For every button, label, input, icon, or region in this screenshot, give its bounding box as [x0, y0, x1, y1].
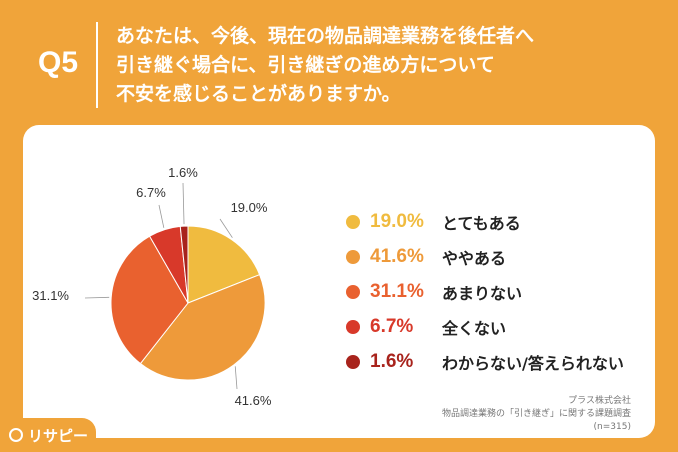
leader-line — [219, 218, 233, 238]
legend-item: 19.0% とてもある — [346, 204, 624, 239]
source-company: プラス株式会社 — [568, 396, 631, 406]
legend: 19.0% とてもある 41.6% ややある 31.1% あまりない 6.7% 全くない 1.6… — [346, 204, 624, 379]
pie-slice — [110, 235, 189, 365]
brand-logo: リサピー — [0, 418, 96, 452]
data-label: 6.7% — [136, 185, 166, 200]
legend-swatch — [346, 354, 360, 369]
question-line: あなたは、今後、現在の物品調達業務を後任者へ — [116, 25, 535, 47]
chart-card: 19.0% 41.6% 31.1% 6.7% 1.6% 19.0% とてもある 41.6% や… — [23, 125, 655, 438]
logo-icon — [9, 428, 23, 442]
pie-chart: 19.0% 41.6% 31.1% 6.7%1.6% — [32, 165, 272, 408]
leader-line — [234, 366, 238, 390]
leader-line — [84, 296, 110, 299]
divider — [96, 22, 98, 108]
legend-percent: 19.0% — [370, 210, 424, 232]
legend-label: とてもある — [442, 213, 521, 233]
leader-line — [158, 204, 165, 228]
legend-swatch — [346, 214, 360, 229]
legend-swatch — [346, 319, 360, 334]
logo-text: リサピー — [28, 427, 89, 445]
legend-label: ややある — [442, 248, 507, 268]
legend-label: わからない/答えられない — [442, 353, 624, 373]
leader-line — [182, 182, 185, 225]
legend-item: 1.6% わからない/答えられない — [346, 344, 624, 379]
question-text: あなたは、今後、現在の物品調達業務を後任者へ 引き継ぐ場合に、引き継ぎの進め方に… — [116, 22, 656, 109]
legend-percent: 1.6% — [370, 350, 414, 372]
pie-slice — [179, 225, 189, 304]
legend-percent: 41.6% — [370, 245, 424, 267]
legend-label: あまりない — [442, 283, 523, 303]
source-survey: 物品調達業務の「引き継ぎ」に関する課題調査 — [441, 409, 631, 419]
legend-swatch — [346, 284, 360, 299]
data-label: 1.6% — [168, 165, 198, 180]
data-label: 41.6% — [235, 393, 272, 408]
source-n: (n=315) — [593, 422, 631, 432]
legend-percent: 6.7% — [370, 315, 414, 337]
question-line: 引き継ぐ場合に、引き継ぎの進め方について — [116, 54, 495, 76]
legend-label: 全くない — [442, 318, 507, 338]
data-label: 31.1% — [32, 288, 69, 303]
legend-swatch — [346, 249, 360, 264]
header: Q5 あなたは、今後、現在の物品調達業務を後任者へ 引き継ぐ場合に、引き継ぎの進… — [0, 0, 678, 124]
legend-item: 41.6% ややある — [346, 239, 624, 274]
source-note: プラス株式会社 物品調達業務の「引き継ぎ」に関する課題調査 (n=315) — [442, 395, 631, 434]
pie-slice — [187, 225, 261, 304]
question-line: 不安を感じることがありますか。 — [116, 83, 401, 105]
pie-slice — [139, 274, 266, 381]
legend-item: 6.7% 全くない — [346, 309, 624, 344]
legend-item: 31.1% あまりない — [346, 274, 624, 309]
data-label: 19.0% — [231, 200, 268, 215]
legend-percent: 31.1% — [370, 280, 424, 302]
question-number: Q5 — [38, 46, 79, 79]
